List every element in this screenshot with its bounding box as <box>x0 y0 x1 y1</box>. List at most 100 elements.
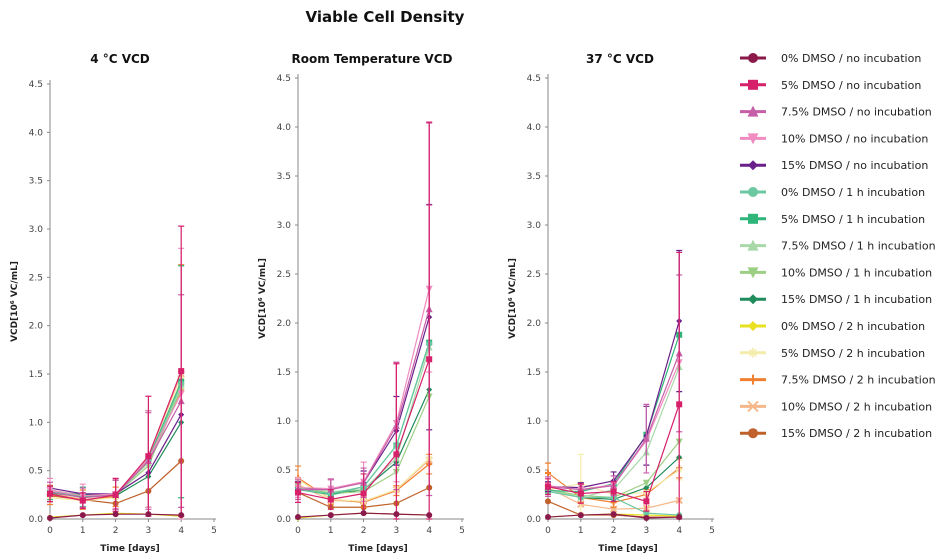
legend-item: 0% DMSO / no incubation <box>740 52 921 65</box>
x-tick-label: 2 <box>361 526 367 536</box>
chart-title: Viable Cell Density <box>306 8 465 26</box>
data-point <box>79 512 86 519</box>
y-tick-label: 0.0 <box>29 515 44 525</box>
panel-2: Room Temperature VCD 0.0 0.5 1.0 1.5 2.0 2.5 3.… <box>258 52 465 554</box>
legend-label: 7.5% DMSO / 1 h incubation <box>781 240 936 253</box>
series-5 <box>295 203 433 500</box>
legend-marker <box>747 133 759 145</box>
y-axis-label: VCD[10⁶ VC/mL] <box>258 258 268 339</box>
legend-label: 10% DMSO / no incubation <box>781 132 928 145</box>
data-point <box>79 497 86 504</box>
legend-label: 0% DMSO / 2 h incubation <box>781 320 925 333</box>
legend-label: 5% DMSO / 1 h incubation <box>781 213 925 226</box>
legend-label: 5% DMSO / no incubation <box>781 79 921 92</box>
x-tick-label: 1 <box>80 526 86 536</box>
x-tick-label: 4 <box>426 526 432 536</box>
data-point <box>360 490 367 497</box>
y-tick-label: 4.5 <box>527 74 541 84</box>
data-point <box>47 490 53 497</box>
legend-label: 10% DMSO / 1 h incubation <box>781 266 932 279</box>
legend-label: 0% DMSO / 1 h incubation <box>781 186 925 199</box>
y-tick-label: 2.5 <box>29 273 43 283</box>
data-point <box>327 512 334 519</box>
x-tick-label: 0 <box>295 526 301 536</box>
legend-marker <box>747 400 759 413</box>
y-tick-label: 0.0 <box>527 515 542 525</box>
legend-item: 15% DMSO / 1 h incubation <box>740 293 932 306</box>
y-tick-label: 4.5 <box>277 74 291 84</box>
data-point <box>360 510 367 517</box>
y-tick-label: 1.0 <box>527 417 542 427</box>
legend-marker <box>747 105 759 117</box>
legend-item: 0% DMSO / 2 h incubation <box>740 320 925 333</box>
y-tick-label: 4.0 <box>277 123 292 133</box>
x-axis-label: Time [days] <box>348 544 408 554</box>
legend-label: 10% DMSO / 2 h incubation <box>781 400 932 413</box>
series-line <box>547 361 680 491</box>
y-tick-label: 3.5 <box>29 177 43 187</box>
data-point <box>643 515 650 522</box>
data-point <box>610 488 617 495</box>
y-tick-label: 2.5 <box>277 270 291 280</box>
data-point <box>545 514 551 521</box>
data-point <box>393 511 400 518</box>
y-tick-label: 0.5 <box>277 466 291 476</box>
data-point <box>178 512 185 519</box>
y-tick-label: 3.0 <box>527 221 542 231</box>
data-point <box>610 511 617 518</box>
y-tick-label: 4.5 <box>29 80 43 90</box>
data-point <box>642 479 650 487</box>
legend-item: 7.5% DMSO / no incubation <box>740 105 932 119</box>
error-bar <box>426 121 433 520</box>
data-point <box>643 498 650 505</box>
legend-item: 10% DMSO / no incubation <box>740 132 928 145</box>
data-point <box>676 401 683 408</box>
y-tick-label: 0.5 <box>29 467 43 477</box>
data-point <box>112 491 119 498</box>
data-point <box>426 512 433 519</box>
legend-marker <box>748 321 758 331</box>
legend-label: 15% DMSO / 2 h incubation <box>781 427 932 440</box>
legend-marker <box>747 267 759 279</box>
y-tick-label: 1.5 <box>527 368 541 378</box>
y-tick-label: 0.5 <box>527 466 541 476</box>
legend-marker <box>748 187 758 197</box>
data-point <box>145 511 152 518</box>
series-2 <box>295 121 433 520</box>
legend-marker <box>748 160 758 171</box>
y-tick-label: 3.0 <box>29 225 44 235</box>
x-tick-label: 4 <box>178 526 184 536</box>
data-point <box>642 434 650 442</box>
legend-marker <box>748 347 758 358</box>
legend-item: 5% DMSO / 2 h incubation <box>740 347 925 360</box>
x-tick-label: 1 <box>328 526 334 536</box>
y-tick-label: 3.5 <box>277 172 291 182</box>
x-tick-label: 4 <box>676 526 682 536</box>
y-axis-label: VCD[10⁶ VC/mL] <box>10 261 20 342</box>
y-tick-label: 1.5 <box>277 368 291 378</box>
y-tick-label: 2.0 <box>277 319 292 329</box>
data-point <box>178 368 185 375</box>
y-axis-label: VCD[10⁶ VC/mL] <box>508 258 518 339</box>
legend-marker <box>747 239 759 251</box>
x-tick-label: 5 <box>459 526 465 536</box>
panel-3: 37 °C VCD 0.0 0.5 1.0 1.5 2.0 2.5 3.0 3.5 4.0 4.5 0… <box>508 52 715 554</box>
y-tick-label: 4.0 <box>527 123 542 133</box>
error-bar <box>393 362 400 520</box>
series-line <box>547 353 680 491</box>
legend-item: 15% DMSO / 2 h incubation <box>740 427 932 440</box>
series-3 <box>294 122 433 500</box>
legend-item: 5% DMSO / 1 h incubation <box>740 213 925 226</box>
panel-1: 4 °C VCD 0.0 0.5 1.0 1.5 2.0 2.5 3.0 3.5 4.0 4.5 0 1… <box>10 52 217 554</box>
y-tick-label: 2.0 <box>527 319 542 329</box>
x-tick-label: 1 <box>578 526 584 536</box>
data-point <box>676 514 683 521</box>
legend-marker <box>748 428 758 439</box>
data-point <box>327 496 334 503</box>
legend: 0% DMSO / no incubation 5% DMSO / no incu… <box>740 52 936 440</box>
legend-item: 5% DMSO / no incubation <box>740 79 921 92</box>
x-tick-label: 2 <box>611 526 617 536</box>
legend-label: 15% DMSO / 1 h incubation <box>781 293 932 306</box>
legend-label: 7.5% DMSO / 2 h incubation <box>781 374 936 387</box>
data-point <box>145 453 152 460</box>
